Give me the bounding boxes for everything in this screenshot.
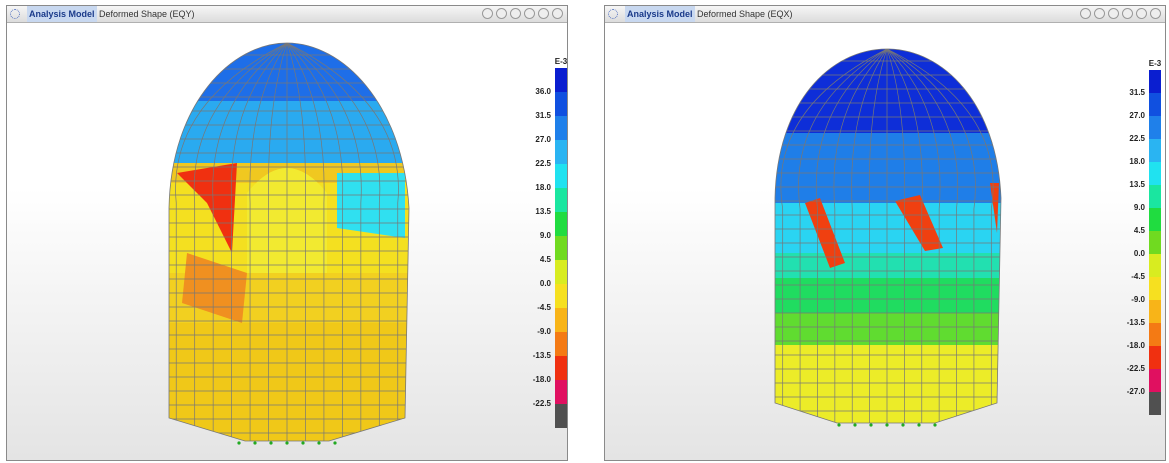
legend-label: 31.5 xyxy=(1129,88,1145,97)
legend-label: 27.0 xyxy=(535,135,551,144)
legend-swatch xyxy=(1149,392,1161,415)
legend-label: 4.5 xyxy=(1134,226,1146,235)
legend-label: 9.0 xyxy=(1134,203,1146,212)
stress-band xyxy=(775,49,1001,133)
legend-swatch xyxy=(555,92,567,116)
legend-swatch xyxy=(555,380,567,404)
toolbar[interactable] xyxy=(482,8,563,19)
legend-label: -22.5 xyxy=(533,399,552,408)
legend-label: 18.0 xyxy=(1129,157,1145,166)
stress-band xyxy=(169,43,409,101)
legend-label: -13.5 xyxy=(533,351,552,360)
legend-unit: E-3 xyxy=(555,57,568,66)
support-node xyxy=(933,423,936,426)
legend-swatch xyxy=(555,404,567,428)
stress-region xyxy=(337,173,405,238)
legend-swatch xyxy=(1149,369,1161,392)
support-node xyxy=(853,423,856,426)
legend-swatch xyxy=(1149,231,1161,254)
window-title[interactable]: Analysis Model xyxy=(27,6,97,22)
legend-label: 13.5 xyxy=(535,207,551,216)
legend-label: -4.5 xyxy=(1131,272,1145,281)
model-view: E-3 31.5 27.0 22.5 18.0 13.5 9.0 4.5 0.0 -4.5 -9.0… xyxy=(605,23,1166,461)
legend-swatch xyxy=(555,356,567,380)
legend-label: -18.0 xyxy=(533,375,552,384)
legend-swatch xyxy=(555,212,567,236)
support-node xyxy=(285,441,288,444)
window-title[interactable]: Analysis Model xyxy=(625,6,695,22)
legend-label: -13.5 xyxy=(1127,318,1146,327)
structure-model xyxy=(775,49,1001,423)
legend-swatch xyxy=(555,140,567,164)
legend-swatch xyxy=(1149,139,1161,162)
viewer-window: Analysis Model Deformed Shape (EQX) E-3 3… xyxy=(604,5,1166,461)
legend-swatch xyxy=(1149,185,1161,208)
legend-swatch xyxy=(1149,323,1161,346)
support-node xyxy=(333,441,336,444)
toolbar[interactable] xyxy=(1080,8,1161,19)
legend-swatch xyxy=(1149,208,1161,231)
legend-label: 9.0 xyxy=(540,231,552,240)
support-node xyxy=(917,423,920,426)
title-bar: Analysis Model Deformed Shape (EQY) xyxy=(7,6,567,23)
legend-swatch xyxy=(1149,254,1161,277)
legend-label: 27.0 xyxy=(1129,111,1145,120)
support-node xyxy=(837,423,840,426)
legend-swatch xyxy=(555,308,567,332)
legend-swatch xyxy=(555,284,567,308)
legend-swatch xyxy=(555,260,567,284)
legend-swatch xyxy=(555,332,567,356)
support-node xyxy=(301,441,304,444)
legend-label: -22.5 xyxy=(1127,364,1146,373)
stress-band xyxy=(775,313,1001,345)
support-node xyxy=(869,423,872,426)
stress-band xyxy=(775,278,1001,313)
legend-label: 31.5 xyxy=(535,111,551,120)
support-node xyxy=(253,441,256,444)
legend-label: -27.0 xyxy=(1127,387,1146,396)
support-node xyxy=(317,441,320,444)
legend-swatch xyxy=(1149,162,1161,185)
support-node xyxy=(885,423,888,426)
legend-swatch xyxy=(555,188,567,212)
legend-label: 22.5 xyxy=(535,159,551,168)
legend-label: 0.0 xyxy=(1134,249,1146,258)
legend-label: -4.5 xyxy=(537,303,551,312)
window-subtitle: Deformed Shape (EQY) xyxy=(99,6,195,22)
legend-swatch xyxy=(555,236,567,260)
legend-swatch xyxy=(1149,70,1161,93)
legend-swatch xyxy=(1149,93,1161,116)
legend-swatch xyxy=(555,68,567,92)
viewer-window: Analysis Model Deformed Shape (EQY) E-3 3… xyxy=(6,5,568,461)
legend-label: 0.0 xyxy=(540,279,552,288)
window-subtitle: Deformed Shape (EQX) xyxy=(697,6,793,22)
structure-model xyxy=(169,43,409,441)
legend-label: -9.0 xyxy=(537,327,551,336)
legend-swatch xyxy=(1149,346,1161,369)
stress-band xyxy=(169,323,409,441)
support-node xyxy=(237,441,240,444)
legend-swatch xyxy=(1149,277,1161,300)
title-bar: Analysis Model Deformed Shape (EQX) xyxy=(605,6,1165,23)
legend-swatch xyxy=(1149,116,1161,139)
support-node xyxy=(901,423,904,426)
legend-swatch xyxy=(555,164,567,188)
legend-swatch xyxy=(555,116,567,140)
support-node xyxy=(269,441,272,444)
stress-band xyxy=(775,133,1001,203)
legend-swatch xyxy=(1149,300,1161,323)
legend-label: 13.5 xyxy=(1129,180,1145,189)
legend-label: 22.5 xyxy=(1129,134,1145,143)
legend-label: -18.0 xyxy=(1127,341,1146,350)
page: Analysis Model Deformed Shape (EQY) E-3 3… xyxy=(0,0,1169,463)
legend-label: 4.5 xyxy=(540,255,552,264)
legend-label: 18.0 xyxy=(535,183,551,192)
legend-label: 36.0 xyxy=(535,87,551,96)
model-view: E-3 36.0 31.5 27.0 22.5 18.0 13.5 9.0 4.5 0.0 -4.5… xyxy=(7,23,568,461)
legend-label: -9.0 xyxy=(1131,295,1145,304)
legend-unit: E-3 xyxy=(1149,59,1162,68)
